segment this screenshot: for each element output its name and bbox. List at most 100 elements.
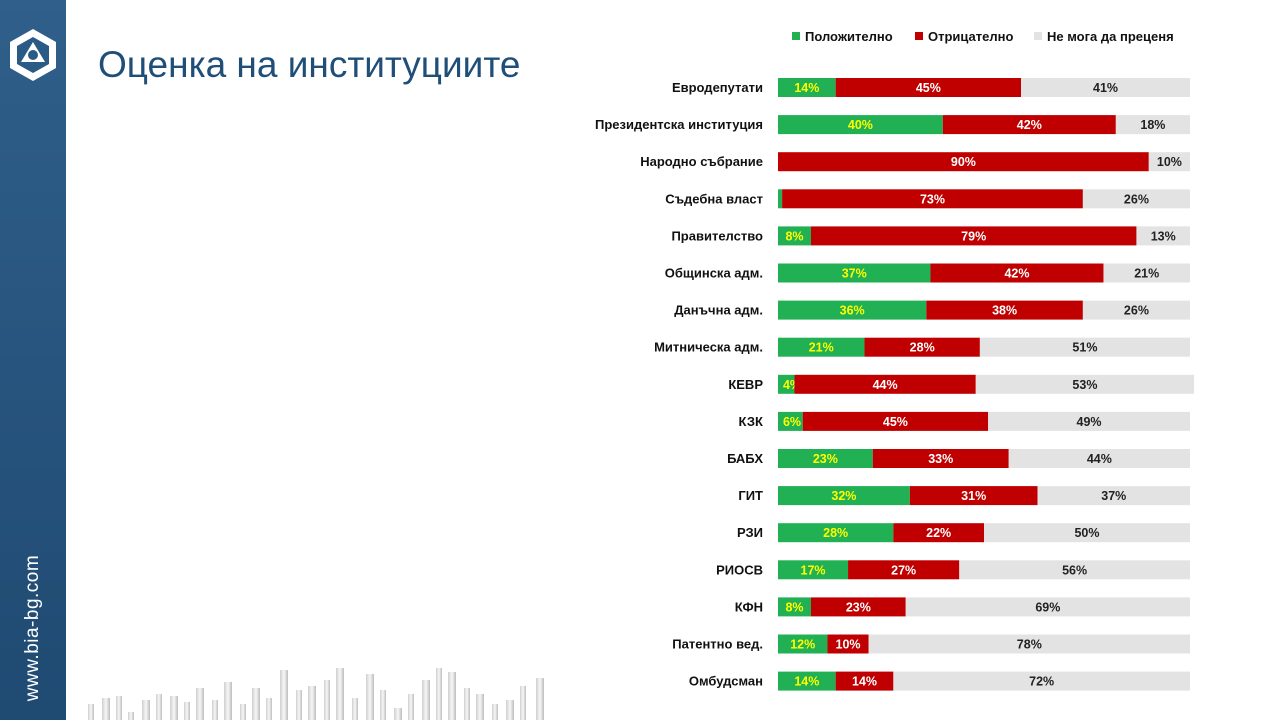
bar-segment-positive (778, 115, 943, 135)
bar-segment-negative (893, 523, 984, 543)
bar-segment-unsure (1021, 78, 1190, 97)
data-label-positive: 36% (840, 304, 865, 318)
category-label: Данъчна адм. (674, 303, 763, 318)
decorative-bars (88, 668, 544, 720)
data-label-unsure: 51% (1072, 341, 1097, 355)
bar-segment-negative (926, 300, 1083, 320)
data-label-negative: 38% (992, 304, 1017, 318)
bar-segment-unsure (979, 337, 1190, 357)
bar-segment-negative (872, 449, 1009, 468)
data-label-negative: 10% (836, 638, 861, 652)
data-label-positive: 37% (842, 267, 867, 281)
bar-segment-negative (827, 634, 869, 654)
bar-segment-negative (942, 115, 1116, 135)
category-label: КЕВР (728, 377, 763, 392)
legend-swatch-positive (792, 32, 800, 40)
bar-segment-unsure (984, 523, 1190, 543)
data-label-unsure: 78% (1017, 638, 1042, 652)
data-label-unsure: 10% (1157, 155, 1182, 169)
bar-segment-unsure (1008, 449, 1190, 468)
data-label-unsure: 44% (1087, 452, 1112, 466)
bar-segment-unsure (1136, 226, 1190, 246)
bar-segment-negative (930, 263, 1104, 283)
bar-segment-unsure (988, 411, 1190, 431)
sidebar: www.bia-bg.com (0, 0, 66, 720)
bar-segment-positive (778, 226, 811, 246)
bar-segment-negative (810, 226, 1137, 246)
chart-bars: Евродепутати 14% 45% 41% Президентска инстит… (595, 78, 1195, 691)
data-label-unsure: 37% (1101, 489, 1126, 503)
bar-segment-unsure (959, 560, 1190, 580)
data-label-positive: 28% (823, 526, 848, 540)
data-label-unsure: 41% (1093, 81, 1118, 95)
data-label-negative: 44% (873, 378, 898, 392)
bar-segment-positive (778, 523, 894, 543)
bar-segment-negative (794, 374, 976, 394)
data-label-unsure: 69% (1035, 600, 1060, 614)
data-label-unsure: 26% (1124, 304, 1149, 318)
bar-segment-positive (778, 300, 927, 320)
data-label-positive: 21% (809, 341, 834, 355)
bar-segment-unsure (868, 634, 1190, 654)
data-label-negative: 28% (910, 341, 935, 355)
bar-segment-unsure (1082, 300, 1190, 320)
data-label-unsure: 49% (1077, 415, 1102, 429)
data-label-positive: 23% (813, 452, 838, 466)
bar-segment-unsure (905, 597, 1190, 617)
bar-segment-unsure (975, 374, 1195, 394)
chart-legend: Положително Отрицателно Не мога да преценя (792, 29, 1174, 44)
category-label: Президентска институция (595, 117, 763, 132)
bar-segment-positive (778, 374, 795, 394)
bar-segment-unsure (1115, 115, 1190, 135)
bar-segment-unsure (1082, 189, 1190, 209)
data-label-unsure: 21% (1134, 267, 1159, 281)
legend-label-negative: Отрицателно (928, 29, 1013, 44)
data-label-negative: 45% (883, 415, 908, 429)
bar-segment-negative (778, 152, 1149, 172)
bar-segment-positive (778, 78, 836, 97)
data-label-positive: 17% (801, 563, 826, 577)
bar-segment-unsure (1103, 263, 1190, 283)
category-label: Евродепутати (672, 80, 763, 95)
data-label-unsure: 13% (1151, 229, 1176, 243)
bar-segment-positive (778, 337, 865, 357)
data-label-positive: 8% (785, 229, 803, 243)
category-label: БАБХ (727, 451, 763, 466)
data-label-negative: 31% (961, 489, 986, 503)
category-label: Съдебна власт (665, 191, 763, 206)
data-label-unsure: 26% (1124, 192, 1149, 206)
bar-segment-unsure (1148, 152, 1190, 172)
bar-segment-negative (835, 78, 1022, 97)
page-title: Оценка на институциите (98, 44, 521, 85)
data-label-negative: 73% (920, 192, 945, 206)
bar-segment-positive (778, 671, 836, 691)
data-label-negative: 42% (1017, 118, 1042, 132)
data-label-negative: 42% (1004, 267, 1029, 281)
data-label-unsure: 50% (1074, 526, 1099, 540)
category-label: Омбудсман (689, 674, 763, 689)
data-label-positive: 6% (783, 415, 801, 429)
category-label: КФН (735, 599, 763, 614)
bar-segment-positive (778, 486, 910, 506)
bar-segment-positive (778, 449, 873, 468)
bar-segment-negative (782, 189, 1083, 209)
legend-swatch-unsure (1034, 32, 1042, 40)
category-label: РЗИ (737, 525, 763, 540)
data-label-positive: 40% (848, 118, 873, 132)
category-label: КЗК (739, 414, 764, 429)
data-label-negative: 23% (846, 600, 871, 614)
data-label-negative: 90% (951, 155, 976, 169)
legend-label-positive: Положително (805, 29, 893, 44)
bar-segment-unsure (893, 671, 1190, 691)
bar-segment-positive (778, 597, 811, 617)
data-label-unsure: 18% (1140, 118, 1165, 132)
data-label-negative: 79% (961, 229, 986, 243)
bar-segment-positive (778, 411, 803, 431)
data-label-positive: 14% (794, 675, 819, 689)
bar-segment-positive (778, 263, 931, 283)
category-label: Общинска адм. (665, 266, 763, 281)
data-label-positive: 12% (790, 638, 815, 652)
bar-segment-negative (802, 411, 989, 431)
category-label: Митническа адм. (654, 340, 763, 355)
